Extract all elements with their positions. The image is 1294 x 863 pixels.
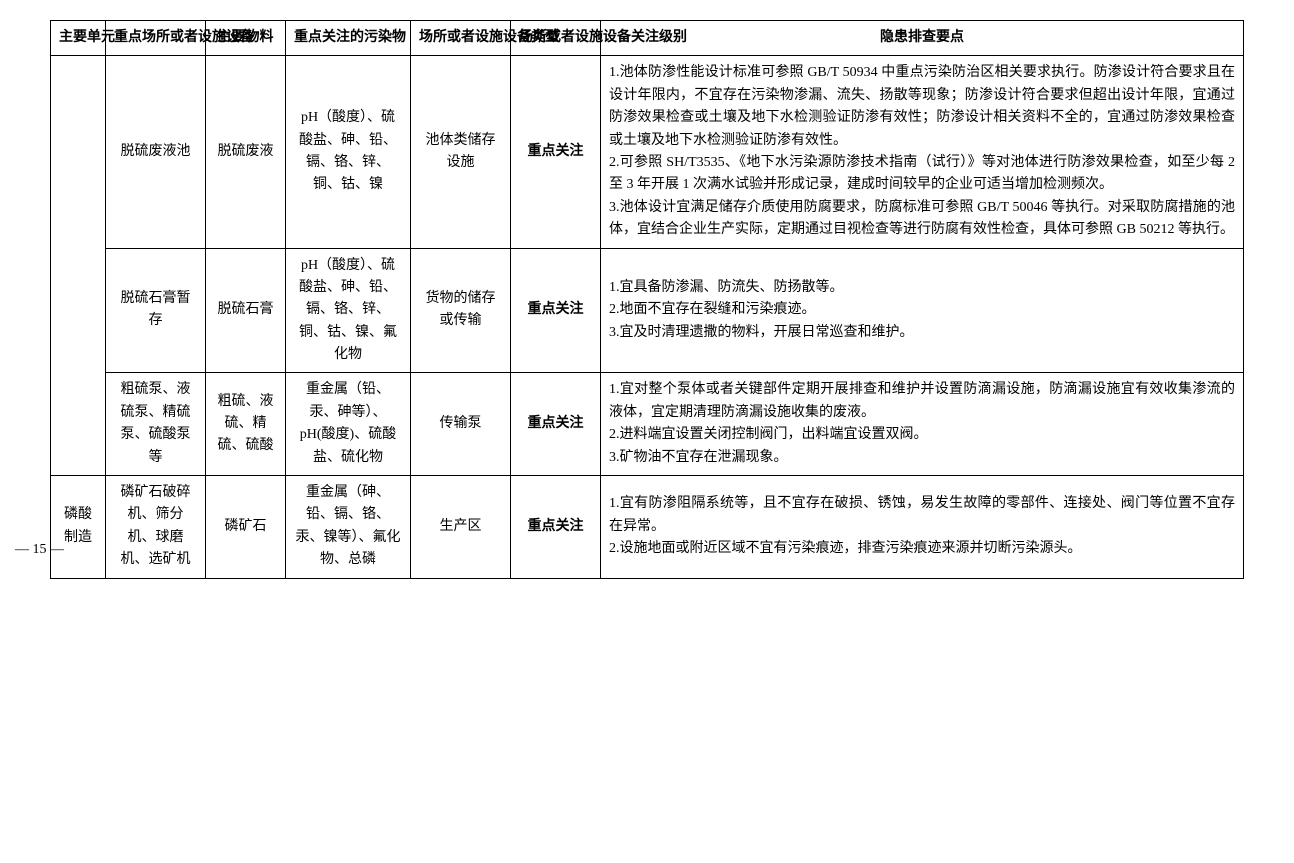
cell-material: 粗硫、液硫、精硫、硫酸 <box>206 373 286 476</box>
cell-unit: 磷酸制造 <box>51 476 106 579</box>
cell-level: 重点关注 <box>511 373 601 476</box>
table-header-row: 主要单元 重点场所或者设施设备 主要物料 重点关注的污染物 场所或者设施设备类型… <box>51 21 1244 56</box>
cell-facility: 脱硫废液池 <box>106 56 206 248</box>
cell-pollutant: 重金属（砷、铅、镉、铬、汞、镍等）、氟化物、总磷 <box>286 476 411 579</box>
cell-keypoints: 1.宜有防渗阻隔系统等，且不宜存在破损、锈蚀，易发生故障的零部件、连接处、阀门等… <box>601 476 1244 579</box>
cell-pollutant: pH（酸度）、硫酸盐、砷、铅、镉、铬、锌、铜、钴、镍、氟化物 <box>286 248 411 373</box>
header-material: 主要物料 <box>206 21 286 56</box>
cell-material: 磷矿石 <box>206 476 286 579</box>
cell-type: 货物的储存或传输 <box>411 248 511 373</box>
cell-facility: 磷矿石破碎机、筛分机、球磨机、选矿机 <box>106 476 206 579</box>
table-body: 脱硫废液池 脱硫废液 pH（酸度）、硫酸盐、砷、铅、镉、铬、锌、铜、钴、镍 池体… <box>51 56 1244 578</box>
cell-material: 脱硫石膏 <box>206 248 286 373</box>
header-pollutant: 重点关注的污染物 <box>286 21 411 56</box>
inspection-table: 主要单元 重点场所或者设施设备 主要物料 重点关注的污染物 场所或者设施设备类型… <box>50 20 1244 579</box>
table-row: 脱硫废液池 脱硫废液 pH（酸度）、硫酸盐、砷、铅、镉、铬、锌、铜、钴、镍 池体… <box>51 56 1244 248</box>
table-row: 脱硫石膏暂存 脱硫石膏 pH（酸度）、硫酸盐、砷、铅、镉、铬、锌、铜、钴、镍、氟… <box>51 248 1244 373</box>
table-row: 粗硫泵、液硫泵、精硫泵、硫酸泵等 粗硫、液硫、精硫、硫酸 重金属（铅、汞、砷等）… <box>51 373 1244 476</box>
cell-type: 生产区 <box>411 476 511 579</box>
page-number: — 15 — <box>15 542 64 559</box>
cell-pollutant: 重金属（铅、汞、砷等）、pH(酸度)、硫酸盐、硫化物 <box>286 373 411 476</box>
cell-pollutant: pH（酸度）、硫酸盐、砷、铅、镉、铬、锌、铜、钴、镍 <box>286 56 411 248</box>
cell-type: 池体类储存设施 <box>411 56 511 248</box>
table-row: 磷酸制造 磷矿石破碎机、筛分机、球磨机、选矿机 磷矿石 重金属（砷、铅、镉、铬、… <box>51 476 1244 579</box>
cell-facility: 脱硫石膏暂存 <box>106 248 206 373</box>
cell-level: 重点关注 <box>511 476 601 579</box>
cell-facility: 粗硫泵、液硫泵、精硫泵、硫酸泵等 <box>106 373 206 476</box>
header-facility: 重点场所或者设施设备 <box>106 21 206 56</box>
cell-level: 重点关注 <box>511 56 601 248</box>
cell-keypoints: 1.宜具备防渗漏、防流失、防扬散等。2.地面不宜存在裂缝和污染痕迹。3.宜及时清… <box>601 248 1244 373</box>
cell-unit <box>51 56 106 476</box>
cell-level: 重点关注 <box>511 248 601 373</box>
cell-keypoints: 1.宜对整个泵体或者关键部件定期开展排查和维护并设置防滴漏设施，防滴漏设施宜有效… <box>601 373 1244 476</box>
header-level: 场所或者设施设备关注级别 <box>511 21 601 56</box>
cell-type: 传输泵 <box>411 373 511 476</box>
cell-keypoints: 1.池体防渗性能设计标准可参照 GB/T 50934 中重点污染防治区相关要求执… <box>601 56 1244 248</box>
header-unit: 主要单元 <box>51 21 106 56</box>
cell-material: 脱硫废液 <box>206 56 286 248</box>
header-type: 场所或者设施设备类型 <box>411 21 511 56</box>
header-keypoints: 隐患排查要点 <box>601 21 1244 56</box>
